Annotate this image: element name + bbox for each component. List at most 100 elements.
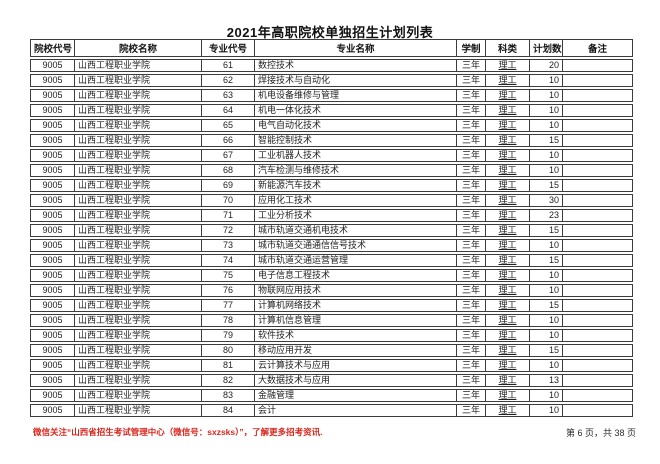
cell-category: 理工 (486, 374, 530, 387)
cell-college-name: 山西工程职业学院 (75, 344, 202, 357)
cell-remark (563, 224, 633, 237)
table-row: 9005 山西工程职业学院 62 焊接技术与自动化 三年 理工 10 (30, 74, 633, 87)
column-header: 学制 (457, 39, 486, 57)
cell-remark (563, 59, 633, 72)
cell-major-code: 84 (202, 404, 255, 417)
cell-plan-count: 10 (530, 359, 563, 372)
cell-major-code: 78 (202, 314, 255, 327)
cell-college-name: 山西工程职业学院 (75, 194, 202, 207)
cell-major-name: 智能控制技术 (255, 134, 457, 147)
cell-college-name: 山西工程职业学院 (75, 89, 202, 102)
cell-college-code: 9005 (30, 164, 75, 177)
table-row: 9005 山西工程职业学院 82 大数据技术与应用 三年 理工 13 (30, 374, 633, 387)
cell-remark (563, 314, 633, 327)
cell-college-code: 9005 (30, 209, 75, 222)
cell-category: 理工 (486, 359, 530, 372)
cell-major-name: 机电一体化技术 (255, 104, 457, 117)
cell-plan-count: 15 (530, 254, 563, 267)
cell-plan-count: 10 (530, 89, 563, 102)
table-header-row: 院校代号 院校名称 专业代号 专业名称 学制 科类 计划数 备注 (30, 39, 633, 57)
cell-remark (563, 269, 633, 282)
cell-college-name: 山西工程职业学院 (75, 59, 202, 72)
cell-major-code: 66 (202, 134, 255, 147)
cell-duration: 三年 (457, 179, 486, 192)
cell-category: 理工 (486, 209, 530, 222)
cell-college-code: 9005 (30, 134, 75, 147)
cell-college-code: 9005 (30, 149, 75, 162)
cell-duration: 三年 (457, 149, 486, 162)
cell-major-code: 80 (202, 344, 255, 357)
table-row: 9005 山西工程职业学院 61 数控技术 三年 理工 20 (30, 59, 633, 72)
cell-college-code: 9005 (30, 224, 75, 237)
cell-duration: 三年 (457, 284, 486, 297)
cell-college-code: 9005 (30, 299, 75, 312)
cell-college-name: 山西工程职业学院 (75, 74, 202, 87)
cell-major-code: 71 (202, 209, 255, 222)
cell-college-name: 山西工程职业学院 (75, 119, 202, 132)
cell-college-code: 9005 (30, 374, 75, 387)
cell-college-name: 山西工程职业学院 (75, 209, 202, 222)
cell-major-code: 69 (202, 179, 255, 192)
cell-plan-count: 20 (530, 59, 563, 72)
cell-duration: 三年 (457, 59, 486, 72)
column-header: 备注 (563, 39, 633, 57)
cell-category: 理工 (486, 239, 530, 252)
table-row: 9005 山西工程职业学院 70 应用化工技术 三年 理工 30 (30, 194, 633, 207)
cell-duration: 三年 (457, 239, 486, 252)
cell-college-name: 山西工程职业学院 (75, 389, 202, 402)
cell-major-code: 72 (202, 224, 255, 237)
cell-duration: 三年 (457, 404, 486, 417)
cell-major-code: 70 (202, 194, 255, 207)
cell-major-name: 软件技术 (255, 329, 457, 342)
cell-major-name: 计算机信息管理 (255, 314, 457, 327)
page-title: 2021年高职院校单独招生计划列表 (226, 25, 434, 40)
cell-major-name: 移动应用开发 (255, 344, 457, 357)
table-row: 9005 山西工程职业学院 81 云计算技术与应用 三年 理工 10 (30, 359, 633, 372)
cell-category: 理工 (486, 344, 530, 357)
cell-college-code: 9005 (30, 254, 75, 267)
cell-college-name: 山西工程职业学院 (75, 104, 202, 117)
cell-college-code: 9005 (30, 344, 75, 357)
table-row: 9005 山西工程职业学院 68 汽车检测与维修技术 三年 理工 10 (30, 164, 633, 177)
cell-major-name: 城市轨道交通通信信号技术 (255, 239, 457, 252)
plan-table-body: 9005 山西工程职业学院 61 数控技术 三年 理工 20 9005 山西工程… (30, 59, 633, 417)
cell-major-name: 数控技术 (255, 59, 457, 72)
table-row: 9005 山西工程职业学院 79 软件技术 三年 理工 10 (30, 329, 633, 342)
cell-major-code: 65 (202, 119, 255, 132)
cell-college-name: 山西工程职业学院 (75, 299, 202, 312)
cell-major-name: 城市轨道交通运营管理 (255, 254, 457, 267)
cell-major-code: 75 (202, 269, 255, 282)
cell-remark (563, 89, 633, 102)
cell-major-code: 77 (202, 299, 255, 312)
cell-college-code: 9005 (30, 314, 75, 327)
cell-remark (563, 374, 633, 387)
cell-category: 理工 (486, 389, 530, 402)
table-row: 9005 山西工程职业学院 83 金融管理 三年 理工 10 (30, 389, 633, 402)
cell-duration: 三年 (457, 269, 486, 282)
cell-duration: 三年 (457, 359, 486, 372)
cell-college-code: 9005 (30, 389, 75, 402)
cell-major-name: 会计 (255, 404, 457, 417)
cell-remark (563, 119, 633, 132)
enrollment-plan-table: 院校代号 院校名称 专业代号 专业名称 学制 科类 计划数 备注 9005 山西工程职业学院 … (30, 37, 633, 419)
cell-college-code: 9005 (30, 404, 75, 417)
table-row: 9005 山西工程职业学院 64 机电一体化技术 三年 理工 10 (30, 104, 633, 117)
cell-duration: 三年 (457, 119, 486, 132)
cell-college-code: 9005 (30, 59, 75, 72)
table-row: 9005 山西工程职业学院 74 城市轨道交通运营管理 三年 理工 15 (30, 254, 633, 267)
table-row: 9005 山西工程职业学院 78 计算机信息管理 三年 理工 10 (30, 314, 633, 327)
cell-category: 理工 (486, 104, 530, 117)
cell-remark (563, 74, 633, 87)
cell-remark (563, 149, 633, 162)
cell-remark (563, 179, 633, 192)
table-row: 9005 山西工程职业学院 76 物联网应用技术 三年 理工 10 (30, 284, 633, 297)
cell-major-code: 68 (202, 164, 255, 177)
cell-category: 理工 (486, 134, 530, 147)
cell-major-code: 63 (202, 89, 255, 102)
column-header: 院校名称 (75, 39, 202, 57)
cell-plan-count: 10 (530, 269, 563, 282)
cell-remark (563, 344, 633, 357)
cell-major-code: 74 (202, 254, 255, 267)
cell-major-name: 应用化工技术 (255, 194, 457, 207)
